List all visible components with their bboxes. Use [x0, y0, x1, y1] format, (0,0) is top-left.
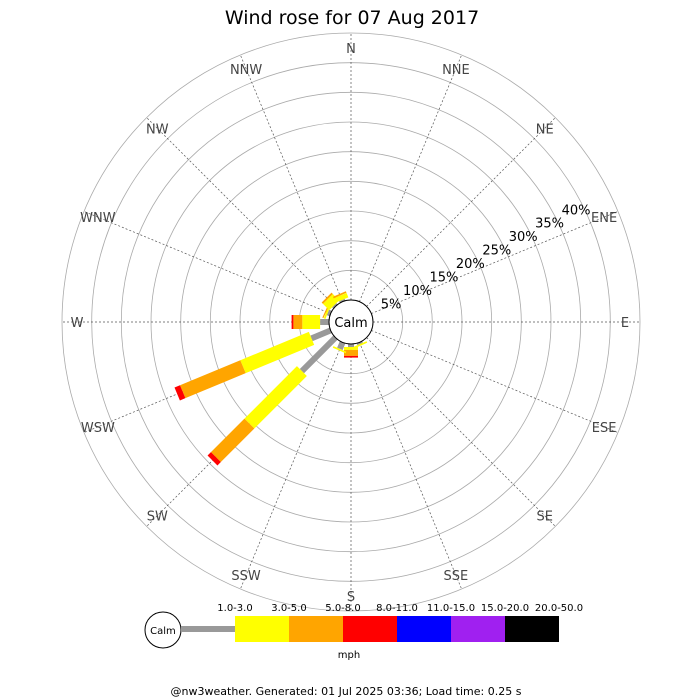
- spoke-nnw: [240, 54, 343, 302]
- ring-label-25: 25%: [482, 244, 511, 259]
- spoke-wnw: [83, 211, 331, 314]
- bar-sw-bin-1: [244, 366, 307, 429]
- bar-wnw-bin-1: [323, 305, 331, 319]
- ring-label-20: 20%: [456, 257, 485, 272]
- bar-sw: [207, 335, 338, 466]
- direction-label-ene: ENE: [591, 211, 617, 226]
- legend-range-0: 1.0-3.0: [217, 603, 252, 614]
- direction-label-n: N: [346, 42, 356, 57]
- ring-10: [269, 240, 433, 404]
- direction-label-s: S: [347, 590, 355, 605]
- ring-label-5: 5%: [381, 298, 402, 313]
- ring-35: [120, 91, 582, 553]
- direction-label-wnw: WNW: [80, 211, 116, 226]
- ring-label-35: 35%: [535, 217, 564, 232]
- spoke-se: [366, 337, 556, 527]
- bar-wnw-bin-2: [322, 304, 330, 319]
- calm-center: Calm: [328, 299, 374, 345]
- bar-nnw: [332, 291, 349, 303]
- direction-label-sse: SSE: [444, 569, 469, 584]
- bar-wsw-bin-1: [240, 331, 315, 374]
- ring-45: [61, 32, 641, 612]
- bar-nw-bin-1: [322, 293, 340, 311]
- bar-wsw-bin-2: [180, 360, 246, 399]
- direction-labels: N NNE NE ENE E ESE SE SSE S SSW SW WSW W WNW NW NNW: [71, 42, 630, 605]
- direction-label-sw: SW: [147, 510, 168, 525]
- legend-range-6: 20.0-50.0: [535, 603, 583, 614]
- bar-wsw: [174, 327, 332, 401]
- calm-label: Calm: [334, 316, 367, 331]
- spoke-ne: [366, 117, 556, 307]
- ring-label-15: 15%: [429, 271, 458, 286]
- direction-label-ese: ESE: [592, 421, 617, 436]
- direction-spokes: [62, 33, 640, 611]
- spoke-ssw: [240, 342, 343, 590]
- bar-sse: [353, 341, 368, 349]
- ring-label-30: 30%: [509, 230, 538, 245]
- speed-legend: Calm mph 1.0-3.0 3.0-5.0 5.0-8.0 8.0-11.0 11…: [144, 603, 583, 661]
- bar-sw-bin-2: [210, 418, 255, 463]
- bar-ssw: [332, 341, 347, 354]
- direction-label-ne: NE: [536, 122, 554, 137]
- direction-label-e: E: [621, 316, 629, 331]
- direction-label-nnw: NNW: [230, 63, 262, 78]
- direction-label-nne: NNE: [442, 63, 470, 78]
- legend-range-3: 8.0-11.0: [376, 603, 418, 614]
- chart-title: Wind rose for 07 Aug 2017: [225, 7, 479, 29]
- ring-label-40: 40%: [562, 203, 591, 218]
- bar-sw-bin-3: [207, 452, 221, 466]
- legend-range-5: 15.0-20.0: [481, 603, 529, 614]
- direction-label-wsw: WSW: [81, 421, 115, 436]
- ring-label-10: 10%: [403, 284, 432, 299]
- legend-range-4: 11.0-15.0: [427, 603, 475, 614]
- spoke-ese: [371, 330, 619, 433]
- direction-label-nw: NW: [146, 122, 169, 137]
- direction-label-w: W: [71, 316, 84, 331]
- legend-range-1: 3.0-5.0: [271, 603, 306, 614]
- direction-label-ssw: SSW: [231, 569, 261, 584]
- bar-wnw: [322, 304, 332, 319]
- bar-ssw-bin-0: [337, 341, 346, 351]
- bar-wsw-bin-0: [310, 327, 332, 342]
- bar-sse-bin-1: [353, 341, 368, 349]
- ring-labels: 5%10%15%20%25%30%35%40%: [381, 203, 591, 312]
- footer-text: @nw3weather. Generated: 01 Jul 2025 03:3…: [171, 685, 522, 698]
- spoke-nne: [359, 54, 462, 302]
- spoke-sse: [359, 342, 462, 590]
- bar-sw-bin-0: [299, 335, 338, 374]
- bar-nnw-bin-1: [333, 292, 349, 303]
- calm-circle: [328, 299, 374, 345]
- spoke-nw: [146, 117, 336, 307]
- legend-range-2: 5.0-8.0: [325, 603, 360, 614]
- spoke-ene: [371, 211, 619, 314]
- bar-ssw-bin-1: [332, 346, 347, 354]
- legend-units: mph: [338, 650, 360, 661]
- bar-nnw-bin-2: [332, 291, 347, 299]
- bar-wsw-bin-3: [174, 385, 186, 401]
- direction-label-se: SE: [536, 510, 552, 525]
- ring-20: [209, 180, 493, 464]
- bar-nw-bin-2: [321, 292, 333, 304]
- legend-calm-label: Calm: [150, 626, 176, 637]
